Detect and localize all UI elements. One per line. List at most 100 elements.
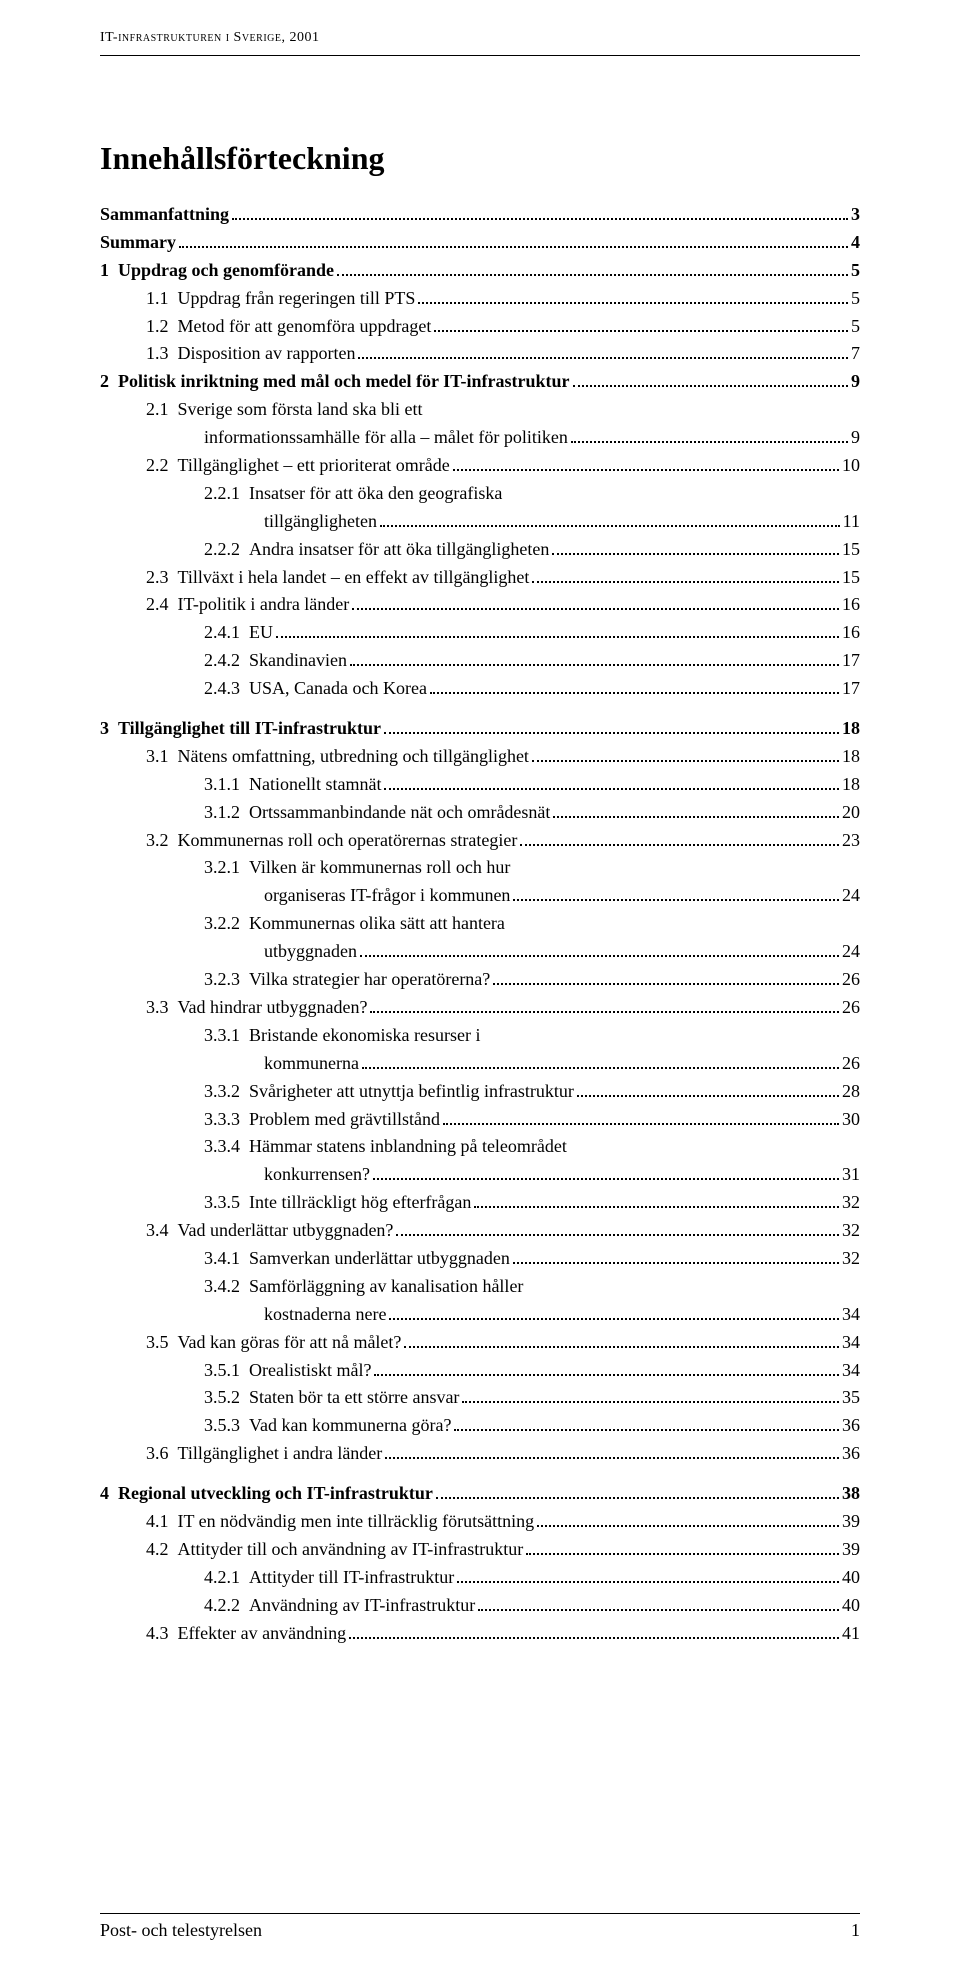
toc-leader-dots [349, 1637, 839, 1639]
toc-entry-text: Nätens omfattning, utbredning och tillgä… [178, 743, 529, 771]
toc-entry-page: 32 [842, 1217, 860, 1245]
toc-entry-number: 3.5.3 [204, 1412, 240, 1440]
toc-leader-dots [179, 246, 848, 248]
toc-entry-text: Metod för att genomföra uppdraget [178, 313, 432, 341]
toc-entry-page: 24 [842, 882, 860, 910]
toc-leader-dots [232, 218, 848, 220]
running-header: IT-infrastrukturen i Sverige, 2001 [100, 30, 320, 46]
toc-entry: 3.2.2Kommunernas olika sätt att hantera [100, 910, 860, 938]
toc-entry-number: 3.3 [146, 994, 169, 1022]
toc-entry: Summary4 [100, 229, 860, 257]
toc-entry-text: tillgängligheten [264, 508, 377, 536]
toc-entry-text: Tillväxt i hela landet – en effekt av ti… [178, 564, 530, 592]
toc-leader-dots [520, 844, 839, 846]
toc-entry-number: 3.3.1 [204, 1022, 240, 1050]
toc-entry: 3.3.5Inte tillräckligt hög efterfrågan32 [100, 1189, 860, 1217]
toc-entry-page: 39 [842, 1536, 860, 1564]
toc-entry-number: 3.3.4 [204, 1133, 240, 1161]
toc-leader-dots [352, 608, 839, 610]
toc-entry-page: 9 [851, 424, 860, 452]
toc-leader-dots [453, 469, 839, 471]
toc-leader-dots [571, 441, 848, 443]
toc-leader-dots [553, 816, 839, 818]
toc-entry-page: 16 [842, 591, 860, 619]
toc-entry: 3.4Vad underlättar utbyggnaden?32 [100, 1217, 860, 1245]
toc-entry-page: 40 [842, 1564, 860, 1592]
toc-entry-page: 18 [842, 715, 860, 743]
toc-entry: 3.3.1Bristande ekonomiska resurser i [100, 1022, 860, 1050]
toc-entry-number: 2.4.3 [204, 675, 240, 703]
toc-entry: 2.2Tillgänglighet – ett prioriterat områ… [100, 452, 860, 480]
toc-entry-text: Summary [100, 229, 176, 257]
toc-entry-text: utbyggnaden [264, 938, 357, 966]
toc-entry-continuation: kostnaderna nere34 [100, 1301, 860, 1329]
toc-entry-text: Inte tillräckligt hög efterfrågan [249, 1189, 471, 1217]
toc-entry-continuation: konkurrensen?31 [100, 1161, 860, 1189]
toc-entry-text: Vad kan kommunerna göra? [249, 1412, 451, 1440]
toc-leader-dots [358, 357, 848, 359]
toc-entry-text: USA, Canada och Korea [249, 675, 427, 703]
toc-entry: 3.5.2Staten bör ta ett större ansvar35 [100, 1384, 860, 1412]
toc-entry-page: 20 [842, 799, 860, 827]
toc-entry: 2.4IT-politik i andra länder16 [100, 591, 860, 619]
toc-entry-page: 38 [842, 1480, 860, 1508]
toc-leader-dots [337, 274, 848, 276]
toc-entry-continuation: informationssamhälle för alla – målet fö… [100, 424, 860, 452]
toc-entry-text: Svårigheter att utnyttja befintlig infra… [249, 1078, 574, 1106]
toc-entry-number: 3.4.2 [204, 1273, 240, 1301]
toc-entry: 3.3.4Hämmar statens inblandning på teleo… [100, 1133, 860, 1161]
toc-entry-number: 1.3 [146, 340, 169, 368]
toc-entry-number: 2.2.1 [204, 480, 240, 508]
toc-entry-text: informationssamhälle för alla – målet fö… [204, 424, 568, 452]
toc-entry-continuation: kommunerna26 [100, 1050, 860, 1078]
toc-entry-number: 4.2 [146, 1536, 169, 1564]
toc-leader-dots [362, 1067, 839, 1069]
toc-entry-page: 41 [842, 1620, 860, 1648]
toc-entry-number: 3.3.3 [204, 1106, 240, 1134]
toc-leader-dots [384, 788, 839, 790]
page-footer: Post- och telestyrelsen 1 [100, 1913, 860, 1941]
toc-entry: 3.3Vad hindrar utbyggnaden?26 [100, 994, 860, 1022]
toc-entry-page: 36 [842, 1412, 860, 1440]
toc-entry-text: Vilken är kommunernas roll och hur [249, 854, 510, 882]
toc-entry: 3.1.1Nationellt stamnät18 [100, 771, 860, 799]
toc-leader-dots [552, 553, 839, 555]
toc-entry: 3.3.3Problem med grävtillstånd30 [100, 1106, 860, 1134]
toc-entry-page: 11 [843, 508, 860, 536]
toc-entry-page: 36 [842, 1440, 860, 1468]
toc-entry: 4.2Attityder till och användning av IT-i… [100, 1536, 860, 1564]
toc-leader-dots [454, 1429, 839, 1431]
toc-entry-page: 15 [842, 536, 860, 564]
toc-entry-text: Vilka strategier har operatörerna? [249, 966, 490, 994]
toc-entry-number: 2.2 [146, 452, 169, 480]
toc-entry: 1.3Disposition av rapporten7 [100, 340, 860, 368]
toc-entry-page: 5 [851, 313, 860, 341]
toc-entry-text: Politisk inriktning med mål och medel fö… [118, 368, 570, 396]
toc-entry: 1Uppdrag och genomförande5 [100, 257, 860, 285]
toc-entry-page: 32 [842, 1245, 860, 1273]
toc-container: Innehållsförteckning Sammanfattning3Summ… [100, 140, 860, 1647]
toc-leader-dots [374, 1374, 839, 1376]
toc-leader-dots [396, 1234, 839, 1236]
toc-entry-number: 3.2.2 [204, 910, 240, 938]
toc-entry-text: Uppdrag från regeringen till PTS [178, 285, 416, 313]
toc-entry-page: 26 [842, 994, 860, 1022]
toc-leader-dots [418, 302, 848, 304]
toc-entry-number: 3.6 [146, 1440, 169, 1468]
toc-entry-number: 3.2.3 [204, 966, 240, 994]
toc-entry-text: Disposition av rapporten [178, 340, 356, 368]
toc-entry-number: 4.2.1 [204, 1564, 240, 1592]
toc-entry-number: 3.1 [146, 743, 169, 771]
toc-entry-number: 2.4.1 [204, 619, 240, 647]
toc-entry-number: 2.4.2 [204, 647, 240, 675]
toc-leader-dots [434, 330, 848, 332]
toc-leader-dots [526, 1553, 839, 1555]
toc-entry: 3.5.3 Vad kan kommunerna göra? 36 [100, 1412, 860, 1440]
toc-leader-dots [385, 1457, 839, 1459]
toc-entry: 2.3Tillväxt i hela landet – en effekt av… [100, 564, 860, 592]
toc-entry-number: 1.2 [146, 313, 169, 341]
toc-entry-page: 34 [842, 1329, 860, 1357]
toc-entry-continuation: organiseras IT-frågor i kommunen24 [100, 882, 860, 910]
toc-entry: 4Regional utveckling och IT-infrastruktu… [100, 1480, 860, 1508]
toc-entry-text: Regional utveckling och IT-infrastruktur [118, 1480, 433, 1508]
